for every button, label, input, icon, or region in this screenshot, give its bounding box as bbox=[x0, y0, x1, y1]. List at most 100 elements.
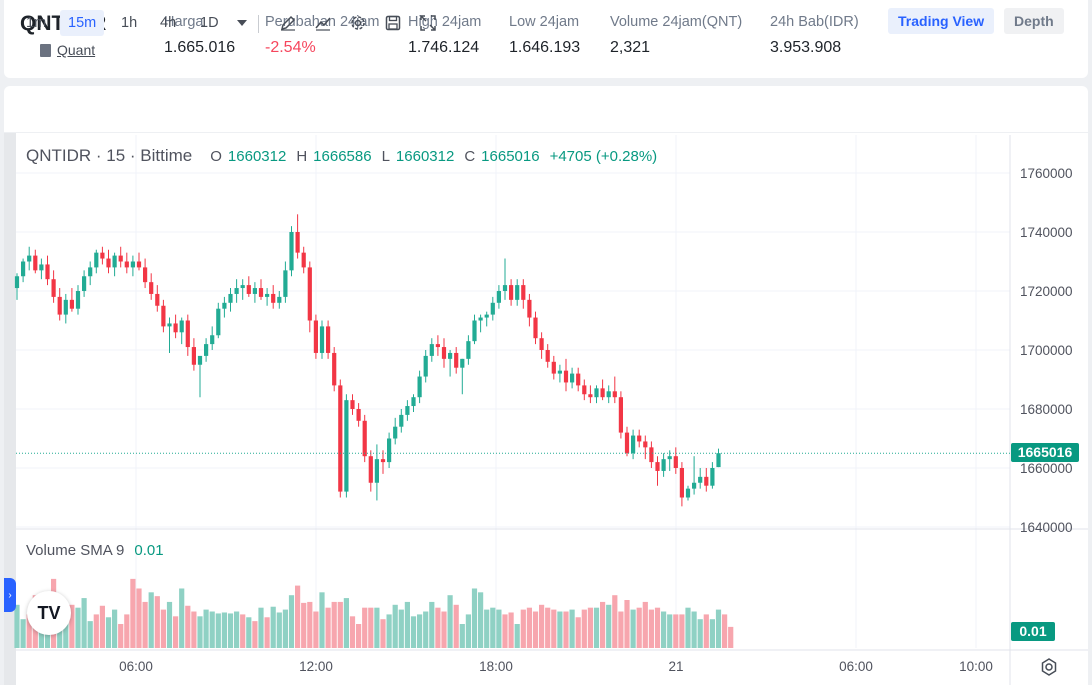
volume-bar bbox=[484, 609, 490, 648]
timeframe-1h[interactable]: 1h bbox=[121, 15, 138, 31]
indicator-icon[interactable] bbox=[313, 13, 333, 33]
candle-body bbox=[563, 370, 569, 383]
candle-body bbox=[637, 435, 642, 442]
candle-body bbox=[478, 317, 483, 321]
volume-bar bbox=[343, 598, 349, 648]
candle-body bbox=[399, 414, 404, 427]
candle-body bbox=[582, 385, 587, 395]
volume-bar bbox=[209, 611, 215, 648]
candle-body bbox=[576, 373, 581, 386]
candle-body bbox=[258, 288, 264, 297]
volume-bar bbox=[490, 607, 496, 648]
candle-body bbox=[515, 285, 520, 300]
candle-body bbox=[368, 456, 373, 483]
candle-body bbox=[380, 459, 386, 463]
candle-body bbox=[332, 352, 337, 386]
volume-bar bbox=[368, 607, 374, 648]
volume-bar bbox=[166, 601, 173, 648]
volume-bar bbox=[227, 613, 234, 648]
volume-bar bbox=[26, 614, 32, 648]
legend-low: 1660312 bbox=[395, 148, 455, 165]
volume-bar bbox=[75, 607, 81, 648]
stat-value: 1.746.124 bbox=[408, 39, 480, 56]
candle-body bbox=[14, 276, 20, 289]
volume-bar bbox=[325, 607, 331, 648]
stat-1: Perubahan 24jam -2.54% bbox=[265, 14, 379, 57]
candle-body bbox=[283, 270, 288, 297]
candle-body bbox=[88, 267, 93, 277]
candle-body bbox=[82, 276, 87, 291]
volume-bar bbox=[301, 602, 307, 648]
volume-bar bbox=[606, 604, 612, 648]
candle-body bbox=[130, 261, 135, 268]
stat-3: Low 24jam 1.646.193 bbox=[509, 14, 580, 57]
fullscreen-icon[interactable] bbox=[418, 13, 438, 33]
volume-bar bbox=[441, 611, 447, 648]
y-tick-label: 1760000 bbox=[1020, 166, 1073, 181]
volume-bar bbox=[331, 601, 337, 648]
save-icon[interactable] bbox=[383, 13, 403, 33]
timeframe-4h[interactable]: 4h bbox=[160, 15, 177, 31]
volume-bar bbox=[478, 592, 484, 648]
candle-body bbox=[289, 232, 294, 271]
candle-body bbox=[45, 264, 50, 280]
volume-bar bbox=[551, 609, 557, 648]
volume-bar bbox=[404, 601, 410, 648]
trading-view-button[interactable]: Trading View bbox=[888, 8, 995, 34]
tradingview-logo[interactable]: TV bbox=[27, 591, 71, 635]
volume-bar bbox=[417, 614, 423, 648]
volume-bar bbox=[532, 611, 539, 648]
volume-bar bbox=[636, 607, 642, 648]
volume-bar bbox=[380, 619, 386, 648]
volume-bar bbox=[252, 621, 258, 648]
timeframe-15m[interactable]: 15m bbox=[60, 10, 105, 36]
candle-body bbox=[411, 397, 416, 407]
time-settings-icon[interactable] bbox=[1038, 656, 1060, 678]
candle-body bbox=[698, 476, 703, 483]
timeframe-1D[interactable]: 1D bbox=[200, 15, 219, 31]
candle-body bbox=[216, 308, 221, 336]
timeframe-1m[interactable]: 1m bbox=[26, 15, 47, 31]
coin-link[interactable]: Quant bbox=[40, 42, 95, 58]
depth-button[interactable]: Depth bbox=[1004, 8, 1064, 34]
candle-body bbox=[185, 320, 190, 348]
volume-bar bbox=[569, 609, 575, 648]
candle-body bbox=[161, 305, 166, 327]
candle-body bbox=[197, 355, 203, 365]
collapse-toolbar-button[interactable]: › bbox=[4, 578, 16, 612]
candle-body bbox=[350, 400, 355, 409]
stat-value: -2.54% bbox=[265, 39, 316, 56]
stat-4: Volume 24jam(QNT) 2,321 bbox=[610, 14, 742, 57]
x-tick-label: 18:00 bbox=[479, 659, 513, 674]
candle-body bbox=[252, 288, 257, 294]
legend-open: 1660312 bbox=[227, 148, 287, 165]
candle-body bbox=[33, 255, 38, 271]
pencil-icon[interactable] bbox=[278, 13, 298, 33]
candle-body bbox=[271, 293, 276, 303]
candle-body bbox=[600, 388, 605, 398]
chevron-down-icon[interactable] bbox=[232, 13, 252, 33]
volume-bar bbox=[63, 609, 69, 648]
volume-bar bbox=[240, 614, 246, 648]
volume-bar bbox=[642, 601, 648, 648]
candle-body bbox=[557, 370, 562, 374]
candle-body bbox=[710, 468, 715, 486]
volume-bar bbox=[295, 585, 301, 648]
volume-bar bbox=[545, 607, 551, 648]
candle-body bbox=[265, 293, 270, 297]
volume-bar bbox=[447, 595, 453, 648]
candle-body bbox=[222, 302, 227, 309]
candle-body bbox=[612, 391, 617, 398]
volume-bar bbox=[557, 611, 563, 648]
volume-bar bbox=[87, 621, 93, 648]
candle-body bbox=[673, 456, 678, 468]
volume-bar bbox=[203, 609, 209, 648]
volume-bar bbox=[539, 604, 545, 648]
candle-body bbox=[551, 361, 556, 374]
candle-body bbox=[472, 320, 477, 342]
volume-bar bbox=[258, 607, 264, 648]
candle-body bbox=[466, 341, 471, 359]
gear-icon[interactable] bbox=[348, 13, 368, 33]
candle-body bbox=[588, 394, 593, 398]
